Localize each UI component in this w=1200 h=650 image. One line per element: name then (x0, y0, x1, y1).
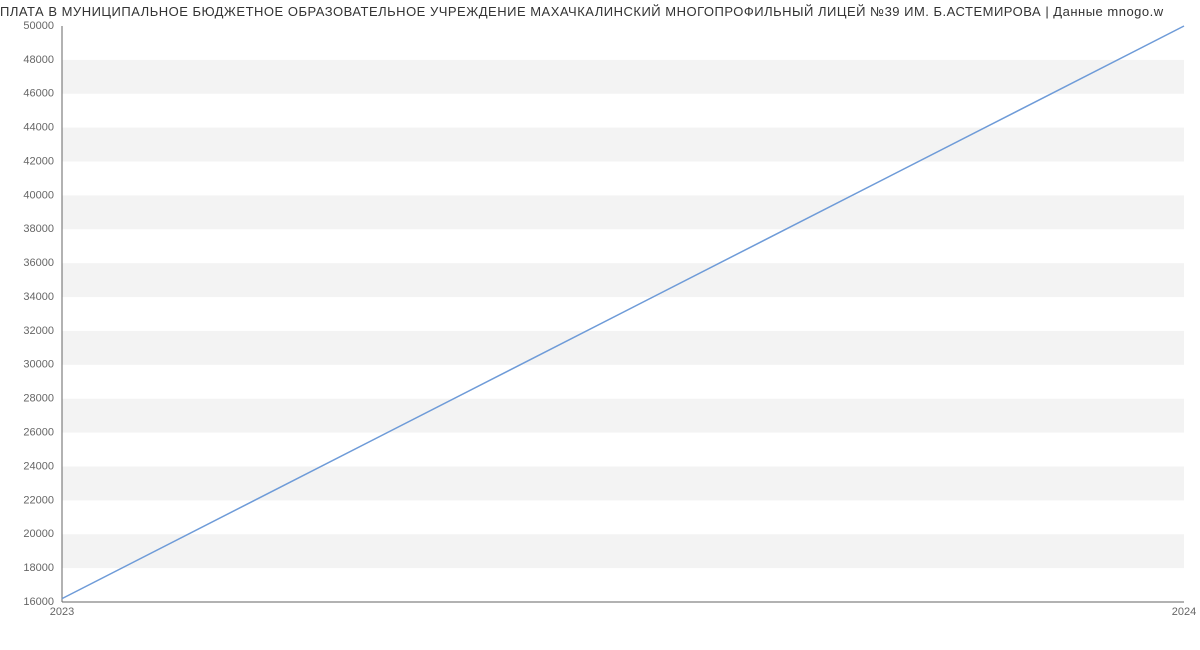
svg-text:48000: 48000 (23, 54, 54, 66)
svg-text:26000: 26000 (23, 426, 54, 438)
svg-text:2024: 2024 (1172, 606, 1196, 618)
svg-text:42000: 42000 (23, 155, 54, 167)
svg-text:34000: 34000 (23, 291, 54, 303)
svg-text:24000: 24000 (23, 460, 54, 472)
svg-text:36000: 36000 (23, 257, 54, 269)
svg-text:20000: 20000 (23, 528, 54, 540)
svg-text:40000: 40000 (23, 189, 54, 201)
svg-text:38000: 38000 (23, 223, 54, 235)
svg-text:32000: 32000 (23, 325, 54, 337)
svg-text:22000: 22000 (23, 494, 54, 506)
svg-text:28000: 28000 (23, 393, 54, 405)
line-chart: 1600018000200002200024000260002800030000… (0, 0, 1200, 650)
svg-text:50000: 50000 (23, 20, 54, 32)
svg-text:44000: 44000 (23, 122, 54, 134)
svg-text:46000: 46000 (23, 88, 54, 100)
svg-text:30000: 30000 (23, 359, 54, 371)
chart-container: ПЛАТА В МУНИЦИПАЛЬНОЕ БЮДЖЕТНОЕ ОБРАЗОВА… (0, 0, 1200, 650)
svg-text:2023: 2023 (50, 606, 74, 618)
svg-text:18000: 18000 (23, 562, 54, 574)
